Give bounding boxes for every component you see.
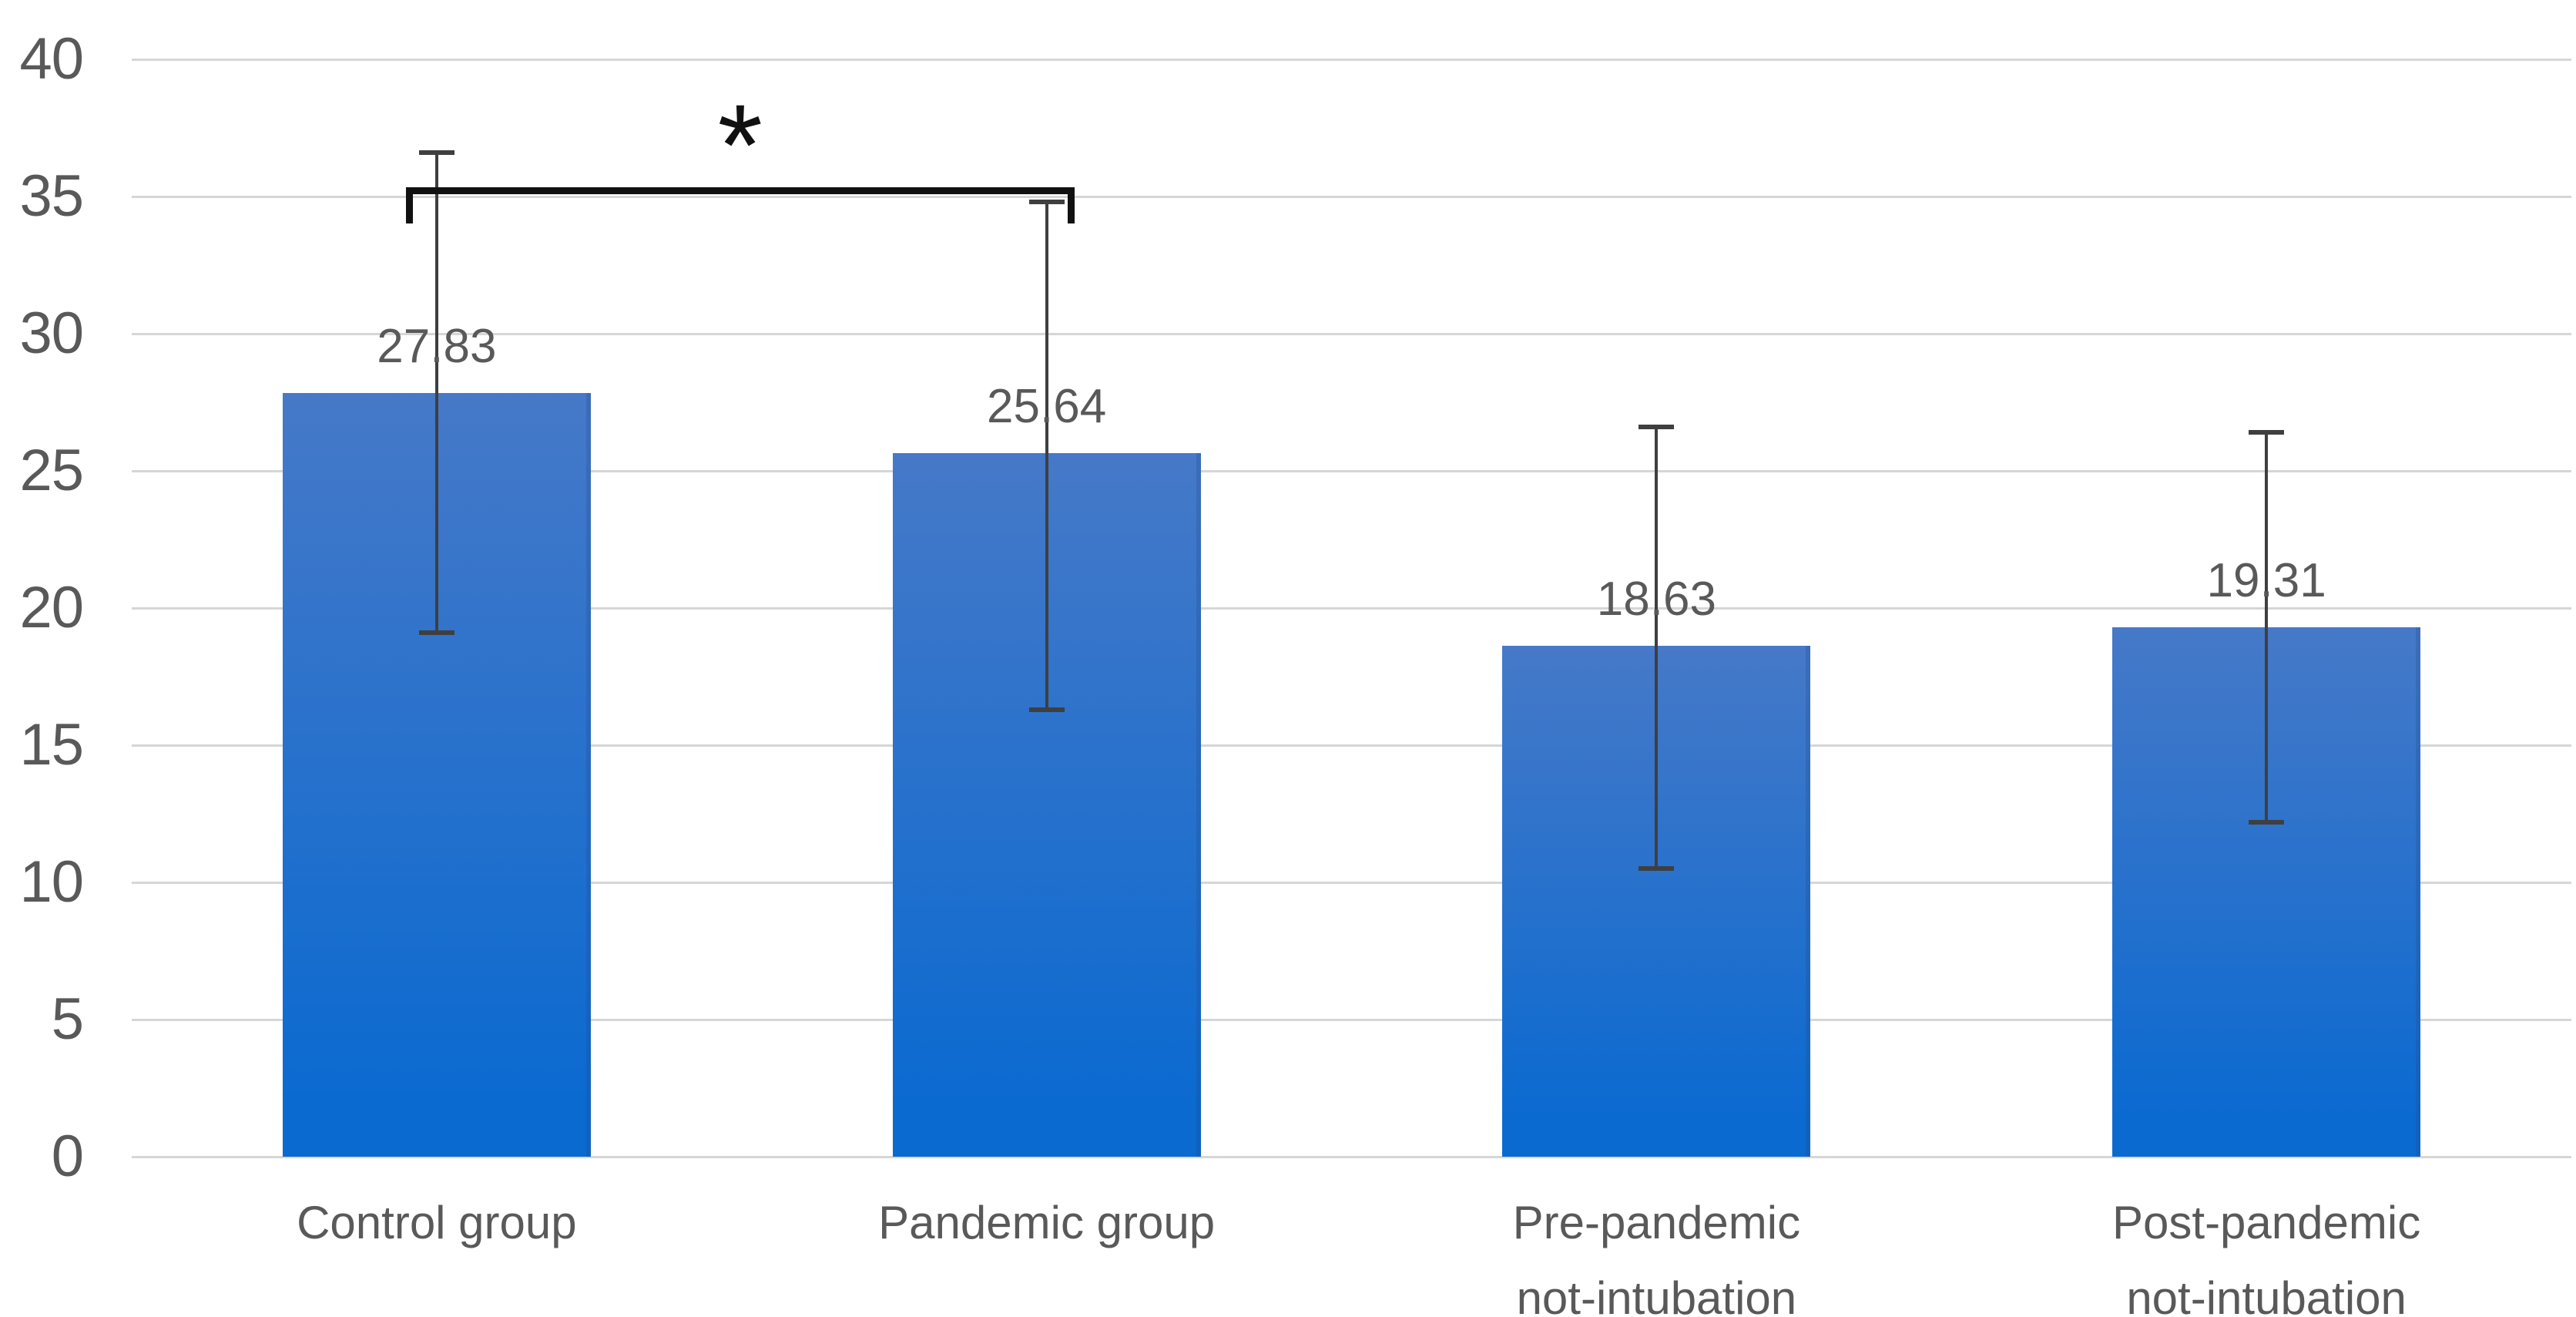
value-label-control-group: 27.83 (377, 320, 497, 374)
error-bar-top-cap-post-pandemic-not-intubation (2249, 430, 2285, 435)
y-tick-label-40: 40 (19, 26, 84, 92)
y-tick-label-25: 25 (19, 438, 84, 503)
value-label-post-pandemic-not-intubation: 19.31 (2206, 553, 2326, 607)
error-bar-bottom-cap-post-pandemic-not-intubation (2249, 819, 2285, 825)
significance-bracket-left-leg (405, 187, 413, 223)
gridline-15 (132, 744, 2571, 747)
error-bar-top-cap-pre-pandemic-not-intubation (1639, 425, 1675, 430)
x-axis-label-post-pandemic-not-intubation: Post-pandemic not-intubation (1989, 1185, 2544, 1317)
y-tick-label-5: 5 (51, 986, 84, 1052)
gridline-5 (132, 1018, 2571, 1021)
y-tick-label-15: 15 (19, 712, 84, 778)
x-axis-label-control-group: Control group (159, 1185, 714, 1261)
x-axis-label-line: Pandemic group (878, 1197, 1216, 1248)
error-bar-pre-pandemic-not-intubation (1655, 427, 1659, 869)
x-axis-label-line: Control group (297, 1197, 577, 1248)
error-bar-bottom-cap-pre-pandemic-not-intubation (1639, 866, 1675, 872)
y-tick-label-0: 0 (51, 1124, 84, 1189)
gridline-30 (132, 332, 2571, 335)
x-axis-label-line: not-intubation (1516, 1272, 1797, 1317)
error-bar-control-group (434, 153, 438, 633)
error-bar-bottom-cap-pandemic-group (1028, 707, 1065, 712)
x-axis-label-pre-pandemic-not-intubation: Pre-pandemic not-intubation (1379, 1185, 1934, 1317)
gridline-0 (132, 1155, 2571, 1158)
x-axis-label-line: Post-pandemic (2112, 1197, 2421, 1248)
significance-bracket-right-leg (1067, 187, 1075, 223)
x-axis-label-line: Pre-pandemic (1512, 1197, 1801, 1248)
error-bar-top-cap-control-group (418, 150, 454, 156)
x-axis-label-line: not-intubation (2126, 1272, 2407, 1317)
gridline-35 (132, 195, 2571, 198)
value-label-pandemic-group: 25.64 (987, 380, 1107, 434)
y-tick-label-35: 35 (19, 163, 84, 229)
gridline-10 (132, 881, 2571, 884)
significance-bracket-bar (405, 187, 1075, 195)
y-tick-label-30: 30 (19, 301, 84, 366)
error-bar-top-cap-pandemic-group (1028, 200, 1065, 205)
gridline-40 (132, 58, 2571, 61)
value-label-pre-pandemic-not-intubation: 18.63 (1596, 572, 1716, 626)
gridline-20 (132, 606, 2571, 610)
y-tick-label-10: 10 (19, 849, 84, 915)
error-bar-post-pandemic-not-intubation (2265, 432, 2269, 822)
gridline-25 (132, 469, 2571, 472)
y-tick-label-20: 20 (19, 575, 84, 640)
significance-asterisk: * (717, 79, 763, 210)
error-bar-bottom-cap-control-group (418, 630, 454, 636)
error-bar-pandemic-group (1045, 202, 1048, 710)
x-axis-label-pandemic-group: Pandemic group (770, 1185, 1324, 1261)
